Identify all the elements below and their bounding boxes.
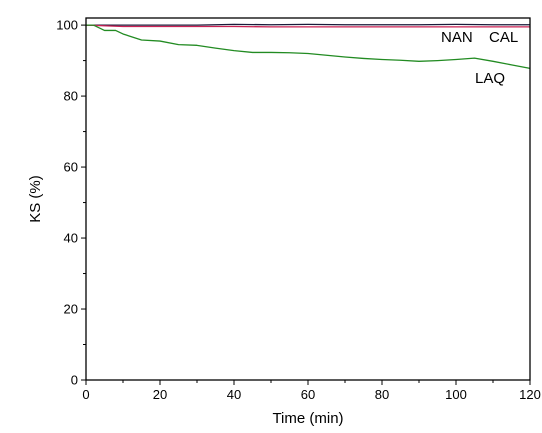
x-tick-label: 80 [375, 387, 389, 402]
y-tick-label: 80 [64, 89, 78, 104]
y-tick-label: 60 [64, 160, 78, 175]
x-tick-label: 120 [519, 387, 541, 402]
y-tick-label: 20 [64, 302, 78, 317]
tick-labels: 0 20 40 60 80 100 120 0 20 40 60 80 100 [56, 18, 541, 402]
series-label-nan: NAN [441, 29, 473, 46]
plot-series [85, 23, 531, 70]
x-tick-label: 20 [153, 387, 167, 402]
y-tick-label: 40 [64, 231, 78, 246]
y-axis-title: KS (%) [27, 175, 44, 223]
series-label-laq: LAQ [475, 70, 505, 87]
x-tick-label: 40 [227, 387, 241, 402]
series-line-laq [86, 24, 531, 70]
x-tick-label: 60 [301, 387, 315, 402]
axis-ticks [81, 24, 531, 385]
x-tick-label: 100 [445, 387, 467, 402]
y-tick-label: 100 [56, 18, 78, 33]
x-tick-label: 0 [82, 387, 89, 402]
series-label-cal: CAL [489, 29, 518, 46]
series-line-cal [85, 24, 530, 28]
series-line-nan [86, 23, 530, 26]
y-tick-label: 0 [71, 373, 78, 388]
x-axis-title: Time (min) [272, 410, 343, 427]
